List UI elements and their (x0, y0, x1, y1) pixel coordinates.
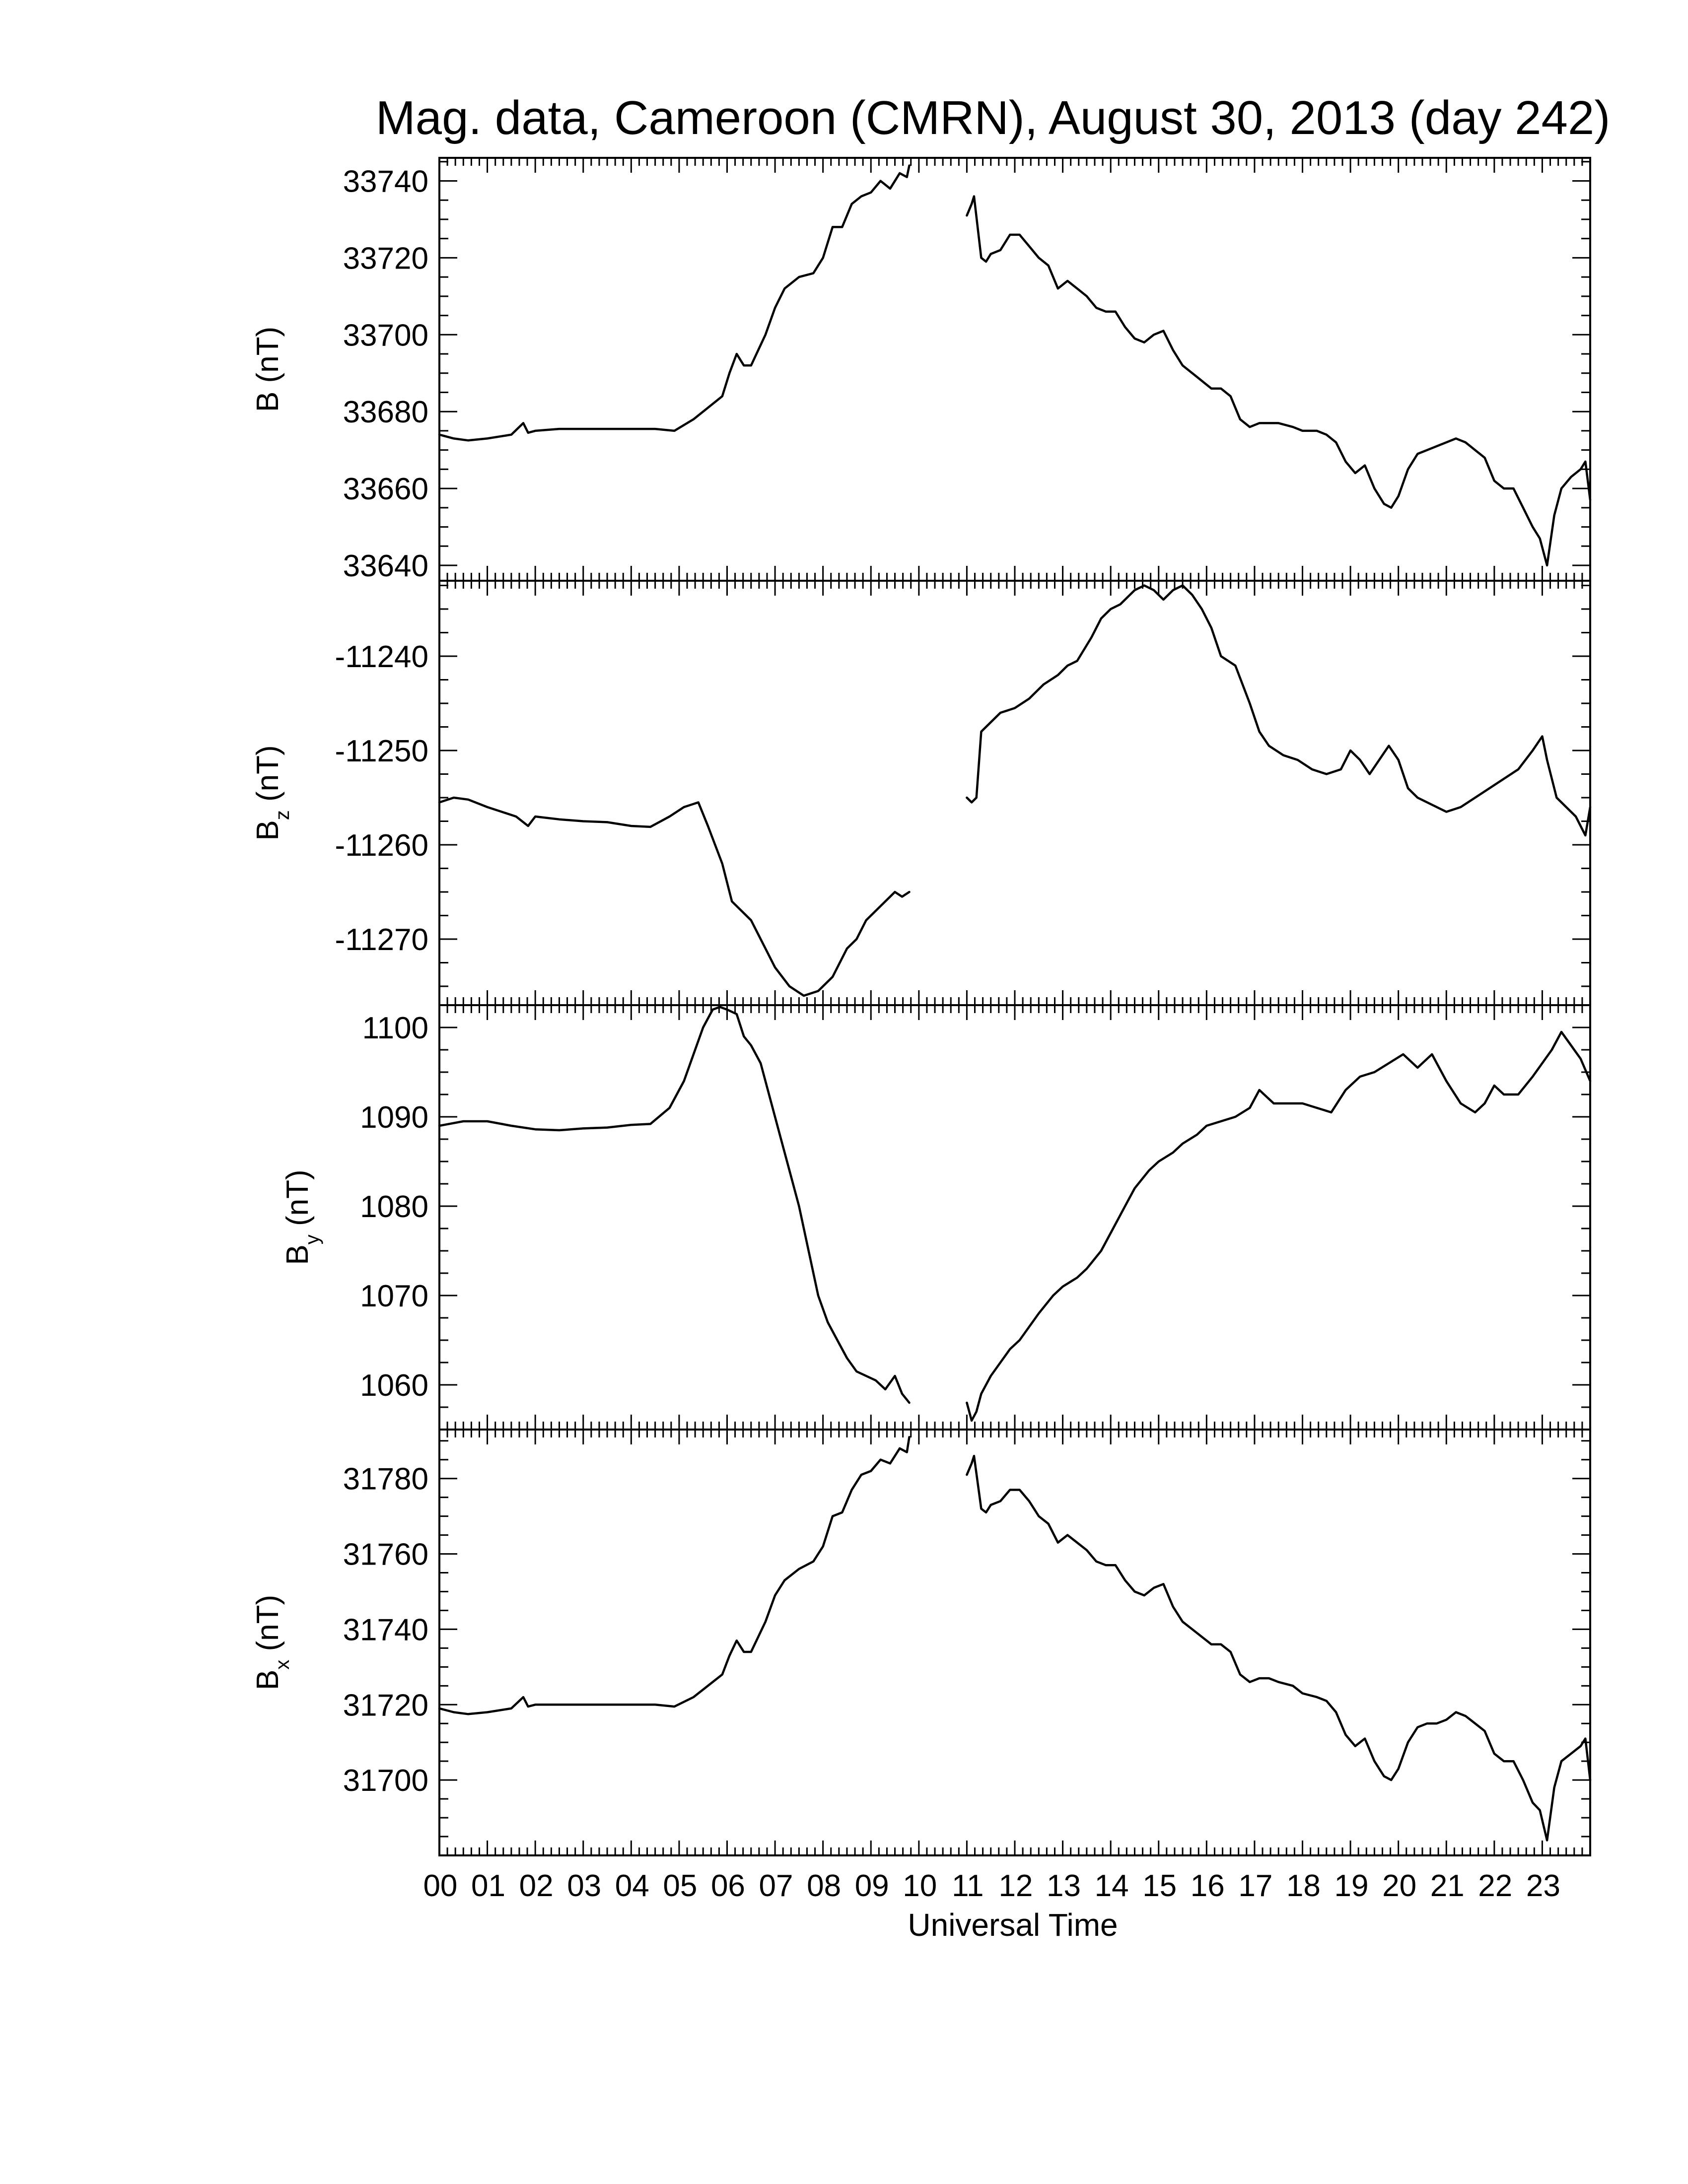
x-tick-label: 23 (1526, 1869, 1560, 1903)
x-tick-label: 10 (903, 1869, 937, 1903)
series-line-by-2 (966, 1030, 1592, 1422)
y-tick-label: 31720 (343, 1688, 428, 1722)
panel-b: 33640 33660 33680 33700 33720 33740 B (nT) (251, 157, 1592, 583)
y-tick-label: 33720 (343, 241, 428, 275)
y-tick-label: -11260 (335, 828, 428, 863)
panel-bx: 31700 31720 31740 31760 31780 Bx (nT) (251, 1429, 1592, 1856)
x-tick-label: 00 (423, 1869, 457, 1903)
x-tick-label: 19 (1335, 1869, 1369, 1903)
x-tick-label: 07 (759, 1869, 793, 1903)
y-tick-label: -11240 (335, 640, 428, 674)
y-tick-label: 1080 (360, 1190, 428, 1224)
x-tick-label: 16 (1191, 1869, 1225, 1903)
x-tick-label: 17 (1238, 1869, 1272, 1903)
x-axis-tick-labels: 00 01 02 03 04 05 06 07 08 09 10 11 12 13 14 15 16 17 18 19… (423, 1869, 1560, 1903)
y-axis-label: B (nT) (251, 327, 285, 412)
x-tick-label: 18 (1286, 1869, 1321, 1903)
panel-frame (438, 1429, 1591, 1856)
series-line-b-1 (438, 164, 911, 442)
x-tick-label: 12 (998, 1869, 1033, 1903)
x-tick-label: 04 (615, 1869, 649, 1903)
series-line-by-1 (438, 1006, 911, 1404)
y-tick-label: -11250 (335, 734, 428, 768)
x-tick-label: 11 (952, 1869, 984, 1903)
x-tick-label: 02 (519, 1869, 554, 1903)
x-tick-label: 15 (1142, 1869, 1177, 1903)
x-tick-label: 06 (711, 1869, 745, 1903)
panel-frame (438, 580, 1591, 1006)
y-tick-label: 33660 (343, 472, 428, 506)
x-tick-label: 20 (1382, 1869, 1416, 1903)
series-line-b-2 (966, 195, 1592, 567)
y-tick-label: 31780 (343, 1462, 428, 1497)
x-tick-label: 05 (663, 1869, 697, 1903)
y-tick-label: 1090 (360, 1100, 428, 1135)
y-tick-label: 33680 (343, 395, 428, 429)
y-tick-label: 1100 (362, 1011, 428, 1045)
x-axis-label: Universal Time (908, 1907, 1118, 1943)
series-line-bz-2 (966, 584, 1592, 837)
x-tick-label: 01 (471, 1869, 505, 1903)
y-axis-label: Bx (nT) (251, 1595, 293, 1690)
x-tick-label: 14 (1095, 1869, 1129, 1903)
x-tick-label: 13 (1047, 1869, 1081, 1903)
chart-panels: 33640 33660 33680 33700 33720 33740 B (nT) -112… (251, 157, 1592, 1856)
series-line-bx-1 (438, 1435, 911, 1715)
y-tick-label: 33740 (343, 164, 428, 199)
x-tick-label: 03 (567, 1869, 601, 1903)
panel-frame (438, 157, 1591, 582)
y-tick-label: 31740 (343, 1613, 428, 1647)
y-tick-label: 33640 (343, 549, 428, 583)
y-axis-label: Bz (nT) (251, 745, 293, 840)
series-line-bx-2 (966, 1454, 1592, 1842)
y-tick-label: -11270 (335, 923, 428, 957)
panel-bz: -11270 -11260 -11250 -11240 Bz (nT) (251, 580, 1592, 1006)
x-tick-label: 21 (1430, 1869, 1465, 1903)
y-axis-label: By (nT) (281, 1169, 323, 1265)
series-line-bz-1 (438, 796, 911, 997)
y-tick-label: 33700 (343, 318, 428, 352)
x-tick-label: 09 (855, 1869, 889, 1903)
y-tick-label: 31700 (343, 1764, 428, 1798)
x-tick-label: 22 (1478, 1869, 1512, 1903)
panel-by: 1060 1070 1080 1090 1100 By (nT) (281, 1004, 1592, 1431)
y-tick-label: 1060 (360, 1368, 428, 1403)
chart-title: Mag. data, Cameroon (CMRN), August 30, 2… (376, 91, 1611, 144)
y-tick-label: 31760 (343, 1538, 428, 1572)
x-tick-label: 08 (807, 1869, 841, 1903)
y-tick-label: 1070 (360, 1279, 428, 1313)
